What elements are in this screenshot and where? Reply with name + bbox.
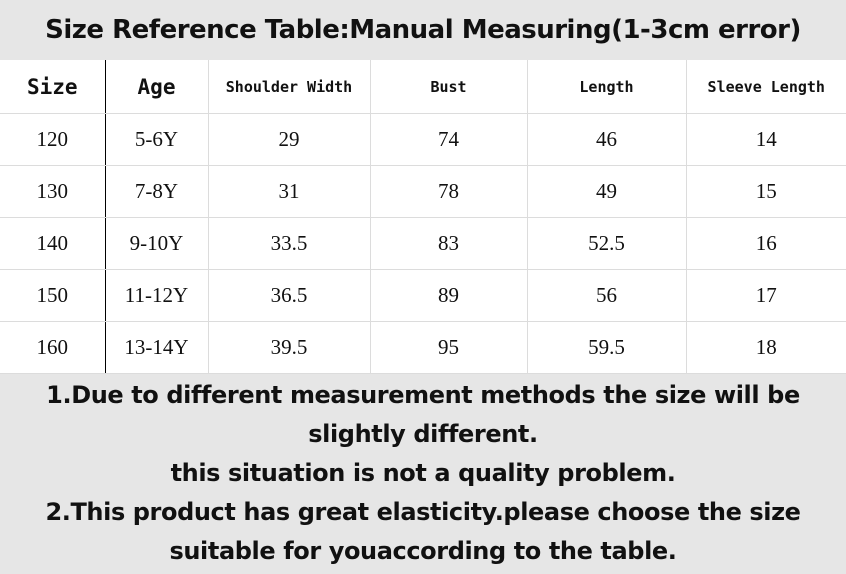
cell-size: 150 <box>0 269 106 322</box>
cell-size: 160 <box>0 321 106 374</box>
cell-size: 120 <box>0 113 106 166</box>
cell-sleeve-length: 14 <box>685 113 846 166</box>
header-shoulder-width: Shoulder Width <box>207 60 371 114</box>
header-sleeve-length: Sleeve Length <box>685 60 846 114</box>
table-header-row: Size Age Shoulder Width Bust Length Slee… <box>0 60 846 114</box>
notes: 1.Due to different measurement methods t… <box>0 374 846 574</box>
page-title: Size Reference Table:Manual Measuring(1-… <box>0 0 846 60</box>
cell-age: 11-12Y <box>104 269 209 322</box>
size-table: Size Age Shoulder Width Bust Length Slee… <box>0 60 846 374</box>
cell-length: 46 <box>526 113 687 166</box>
cell-shoulder-width: 29 <box>207 113 371 166</box>
cell-bust: 83 <box>369 217 528 270</box>
cell-bust: 74 <box>369 113 528 166</box>
cell-sleeve-length: 16 <box>685 217 846 270</box>
cell-age: 5-6Y <box>104 113 209 166</box>
note-line: this situation is not a quality problem. <box>170 459 676 487</box>
table-row: 120 5-6Y 29 74 46 14 <box>0 113 846 166</box>
cell-size: 130 <box>0 165 106 218</box>
cell-bust: 89 <box>369 269 528 322</box>
cell-sleeve-length: 18 <box>685 321 846 374</box>
cell-size: 140 <box>0 217 106 270</box>
cell-shoulder-width: 31 <box>207 165 371 218</box>
cell-bust: 95 <box>369 321 528 374</box>
header-size: Size <box>0 60 106 114</box>
note-line: 2.This product has great elasticity.plea… <box>45 498 801 526</box>
cell-age: 7-8Y <box>104 165 209 218</box>
cell-age: 13-14Y <box>104 321 209 374</box>
cell-sleeve-length: 17 <box>685 269 846 322</box>
header-length: Length <box>526 60 687 114</box>
cell-length: 52.5 <box>526 217 687 270</box>
cell-bust: 78 <box>369 165 528 218</box>
note-line: 1.Due to different measurement methods t… <box>46 381 800 409</box>
table-row: 160 13-14Y 39.5 95 59.5 18 <box>0 321 846 374</box>
cell-shoulder-width: 36.5 <box>207 269 371 322</box>
cell-length: 59.5 <box>526 321 687 374</box>
header-age: Age <box>104 60 209 114</box>
cell-length: 56 <box>526 269 687 322</box>
header-bust: Bust <box>369 60 528 114</box>
table-row: 140 9-10Y 33.5 83 52.5 16 <box>0 217 846 270</box>
cell-shoulder-width: 33.5 <box>207 217 371 270</box>
note-line: slightly different. <box>308 420 538 448</box>
cell-shoulder-width: 39.5 <box>207 321 371 374</box>
table-row: 150 11-12Y 36.5 89 56 17 <box>0 269 846 322</box>
note-line: suitable for youaccording to the table. <box>169 537 677 565</box>
table-row: 130 7-8Y 31 78 49 15 <box>0 165 846 218</box>
cell-age: 9-10Y <box>104 217 209 270</box>
cell-sleeve-length: 15 <box>685 165 846 218</box>
cell-length: 49 <box>526 165 687 218</box>
